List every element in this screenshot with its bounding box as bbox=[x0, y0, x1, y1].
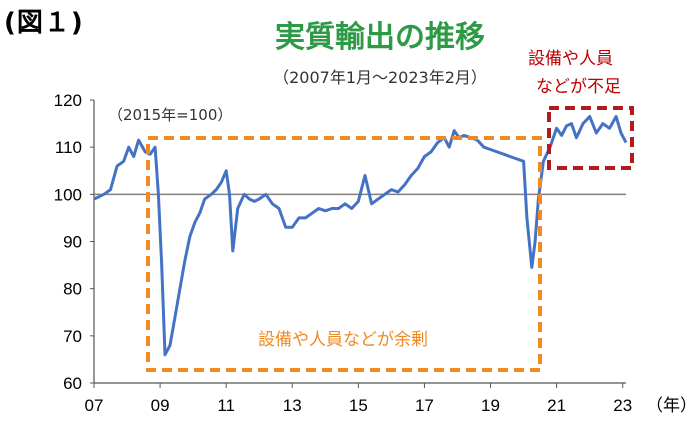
shortage-period-box bbox=[547, 106, 634, 170]
series-line-real-exports bbox=[93, 115, 628, 357]
shortage-annotation-line2: などが不足 bbox=[536, 77, 621, 97]
y-tick-label: 70 bbox=[63, 327, 82, 346]
base-year-note: （2015年=100） bbox=[108, 106, 232, 124]
y-tick-label: 90 bbox=[63, 233, 82, 252]
x-axis-unit-label: （年） bbox=[646, 396, 697, 415]
x-tick-label: 13 bbox=[283, 396, 302, 415]
x-tick-label: 23 bbox=[613, 396, 632, 415]
series-layer bbox=[93, 115, 628, 357]
y-tick-label: 100 bbox=[54, 185, 82, 204]
x-tick-label: 17 bbox=[415, 396, 434, 415]
chart-title: 実質輸出の推移 bbox=[275, 20, 485, 55]
y-tick-label: 60 bbox=[63, 374, 82, 393]
y-tick-label: 80 bbox=[63, 280, 82, 299]
x-tick-label: 15 bbox=[349, 396, 368, 415]
y-tick-labels: 60 70 80 90 100 110 120 bbox=[54, 91, 94, 393]
surplus-period-box bbox=[146, 136, 542, 372]
figure-label: (図１) bbox=[4, 8, 84, 38]
x-tick-label: 21 bbox=[547, 396, 566, 415]
x-tick-label: 07 bbox=[85, 396, 104, 415]
x-tick-labels: 07 09 11 13 15 17 19 21 23 bbox=[85, 383, 632, 415]
chart-subtitle: （2007年1月～2023年2月） bbox=[273, 68, 487, 87]
y-tick-label: 110 bbox=[55, 138, 82, 157]
x-tick-label: 11 bbox=[217, 396, 235, 415]
x-tick-label: 09 bbox=[151, 396, 170, 415]
x-tick-label: 19 bbox=[481, 396, 500, 415]
surplus-annotation: 設備や人員などが余剰 bbox=[258, 330, 428, 350]
shortage-annotation-line1: 設備や人員 bbox=[528, 49, 613, 69]
y-tick-label: 120 bbox=[54, 91, 82, 110]
